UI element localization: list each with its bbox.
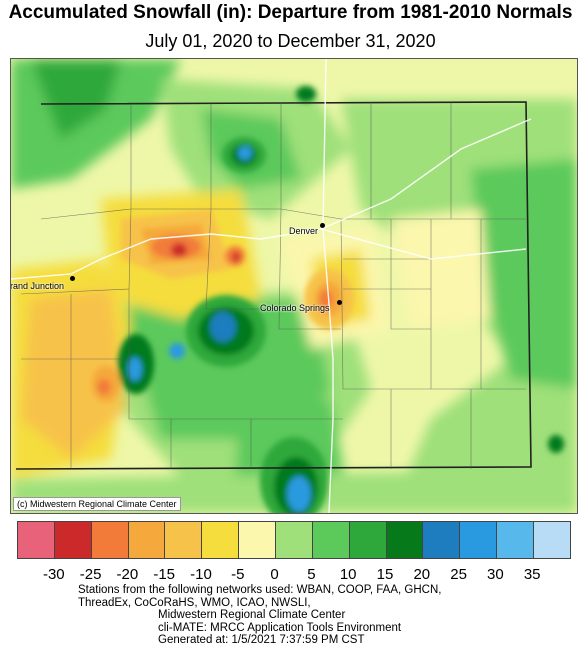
legend-swatch <box>534 522 570 558</box>
legend-tick-label: 20 <box>413 566 431 583</box>
footer-networks-line2: ThreadEx, CoCoRaHS, WMO, ICAO, NWSLI, <box>78 596 311 609</box>
map-subtitle: July 01, 2020 to December 31, 2020 <box>145 31 436 51</box>
legend-tick-labels: -30 -25 -20 -15 -10 -5 0 5 10 15 20 25 30 35 <box>17 566 569 584</box>
legend-tick-label: -15 <box>153 566 176 583</box>
copyright-notice: (c) Midwestern Regional Climate Center <box>13 497 181 511</box>
legend-swatch <box>349 522 387 558</box>
color-legend <box>17 521 571 559</box>
legend-swatch <box>312 522 350 558</box>
legend-swatch <box>276 522 313 558</box>
footer-generated-time: Generated at: 1/5/2021 7:37:59 PM CST <box>158 634 365 646</box>
legend-swatch <box>91 522 129 558</box>
snowfall-departure-map: Denver Grand Junction Colorado Springs (… <box>10 58 578 514</box>
legend-tick-label: 25 <box>450 566 467 583</box>
legend-tick-label: -30 <box>42 566 65 583</box>
legend-swatch <box>18 522 55 558</box>
legend-tick-label: -25 <box>79 566 102 583</box>
legend-tick-label: 10 <box>339 566 357 583</box>
legend-tick-label: 35 <box>523 566 541 583</box>
city-label-colorado-springs: Colorado Springs <box>260 303 330 313</box>
legend-tick-label: 30 <box>487 566 504 583</box>
city-label-grand-junction: Grand Junction <box>10 281 65 291</box>
footer-tool-name: cli-MATE: MRCC Application Tools Environ… <box>158 621 402 634</box>
legend-tick-label: -10 <box>190 566 212 583</box>
footer-center-name: Midwestern Regional Climate Center <box>158 609 346 621</box>
legend-swatch <box>423 522 461 558</box>
footer-networks-line1: Stations from the following networks use… <box>78 584 442 596</box>
legend-swatch <box>460 522 498 558</box>
legend-tick-label: -5 <box>231 566 245 583</box>
legend-swatch <box>165 522 203 558</box>
legend-swatch <box>386 522 424 558</box>
legend-swatch <box>497 522 535 558</box>
legend-tick-label: -20 <box>116 566 139 583</box>
legend-swatch <box>239 522 277 558</box>
legend-tick-label: 0 <box>270 566 279 583</box>
legend-tick-label: 15 <box>376 566 394 583</box>
legend-swatch <box>202 522 240 558</box>
legend-swatch <box>54 522 92 558</box>
grand-junction-marker <box>70 276 75 281</box>
map-footer: Stations from the following networks use… <box>78 584 548 647</box>
city-label-denver: Denver <box>289 226 319 236</box>
legend-swatch <box>128 522 166 558</box>
denver-marker <box>320 223 325 228</box>
colorado-springs-marker <box>337 300 342 305</box>
map-title: Accumulated Snowfall (in): Departure fro… <box>8 2 573 23</box>
legend-tick-label: 5 <box>307 566 316 583</box>
map-canvas <box>11 59 577 513</box>
